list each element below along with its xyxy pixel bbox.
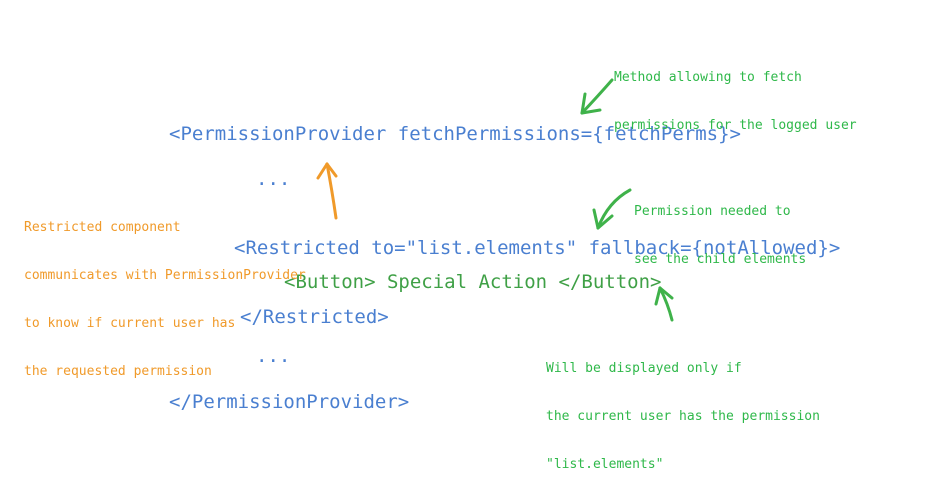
note-line: Permission needed to <box>634 204 791 219</box>
note-line: to know if current user has <box>24 316 236 331</box>
note-restricted-component: Restricted component communicates with P… <box>24 188 306 396</box>
note-line: Method allowing to fetch <box>614 70 802 85</box>
restricted-close-tag: </Restricted> <box>240 306 389 328</box>
ellipsis-bottom: ... <box>256 345 291 367</box>
button-element: <Button> Special Action </Button> <box>284 271 662 293</box>
note-permission-needed: Permission needed to see the child eleme… <box>634 172 806 284</box>
provider-open-tag: <PermissionProvider fetchPermissions={fe… <box>169 123 741 145</box>
note-line: Will be displayed only if <box>546 361 742 376</box>
note-line: the requested permission <box>24 364 212 379</box>
provider-close-tag: </PermissionProvider> <box>169 391 410 413</box>
arrow-restricted-component-icon <box>316 162 338 220</box>
note-line: "list.elements" <box>546 457 664 472</box>
ellipsis-top: ... <box>256 168 291 190</box>
note-line: permissions for the logged user <box>614 118 857 133</box>
arrow-permission-needed-icon <box>592 188 632 230</box>
note-line: Restricted component <box>24 220 181 235</box>
note-line: the current user has the permission <box>546 409 820 424</box>
arrow-displayed-only-icon <box>654 286 674 322</box>
arrow-fetch-method-icon <box>580 78 614 115</box>
note-line: see the child elements <box>634 252 807 267</box>
annotation-arrows <box>316 78 674 322</box>
note-line: communicates with PermissionProvider <box>24 268 306 283</box>
restricted-open-tag: <Restricted to="list.elements" fallback=… <box>234 237 841 259</box>
note-fetch-method: Method allowing to fetch permissions for… <box>614 38 857 150</box>
